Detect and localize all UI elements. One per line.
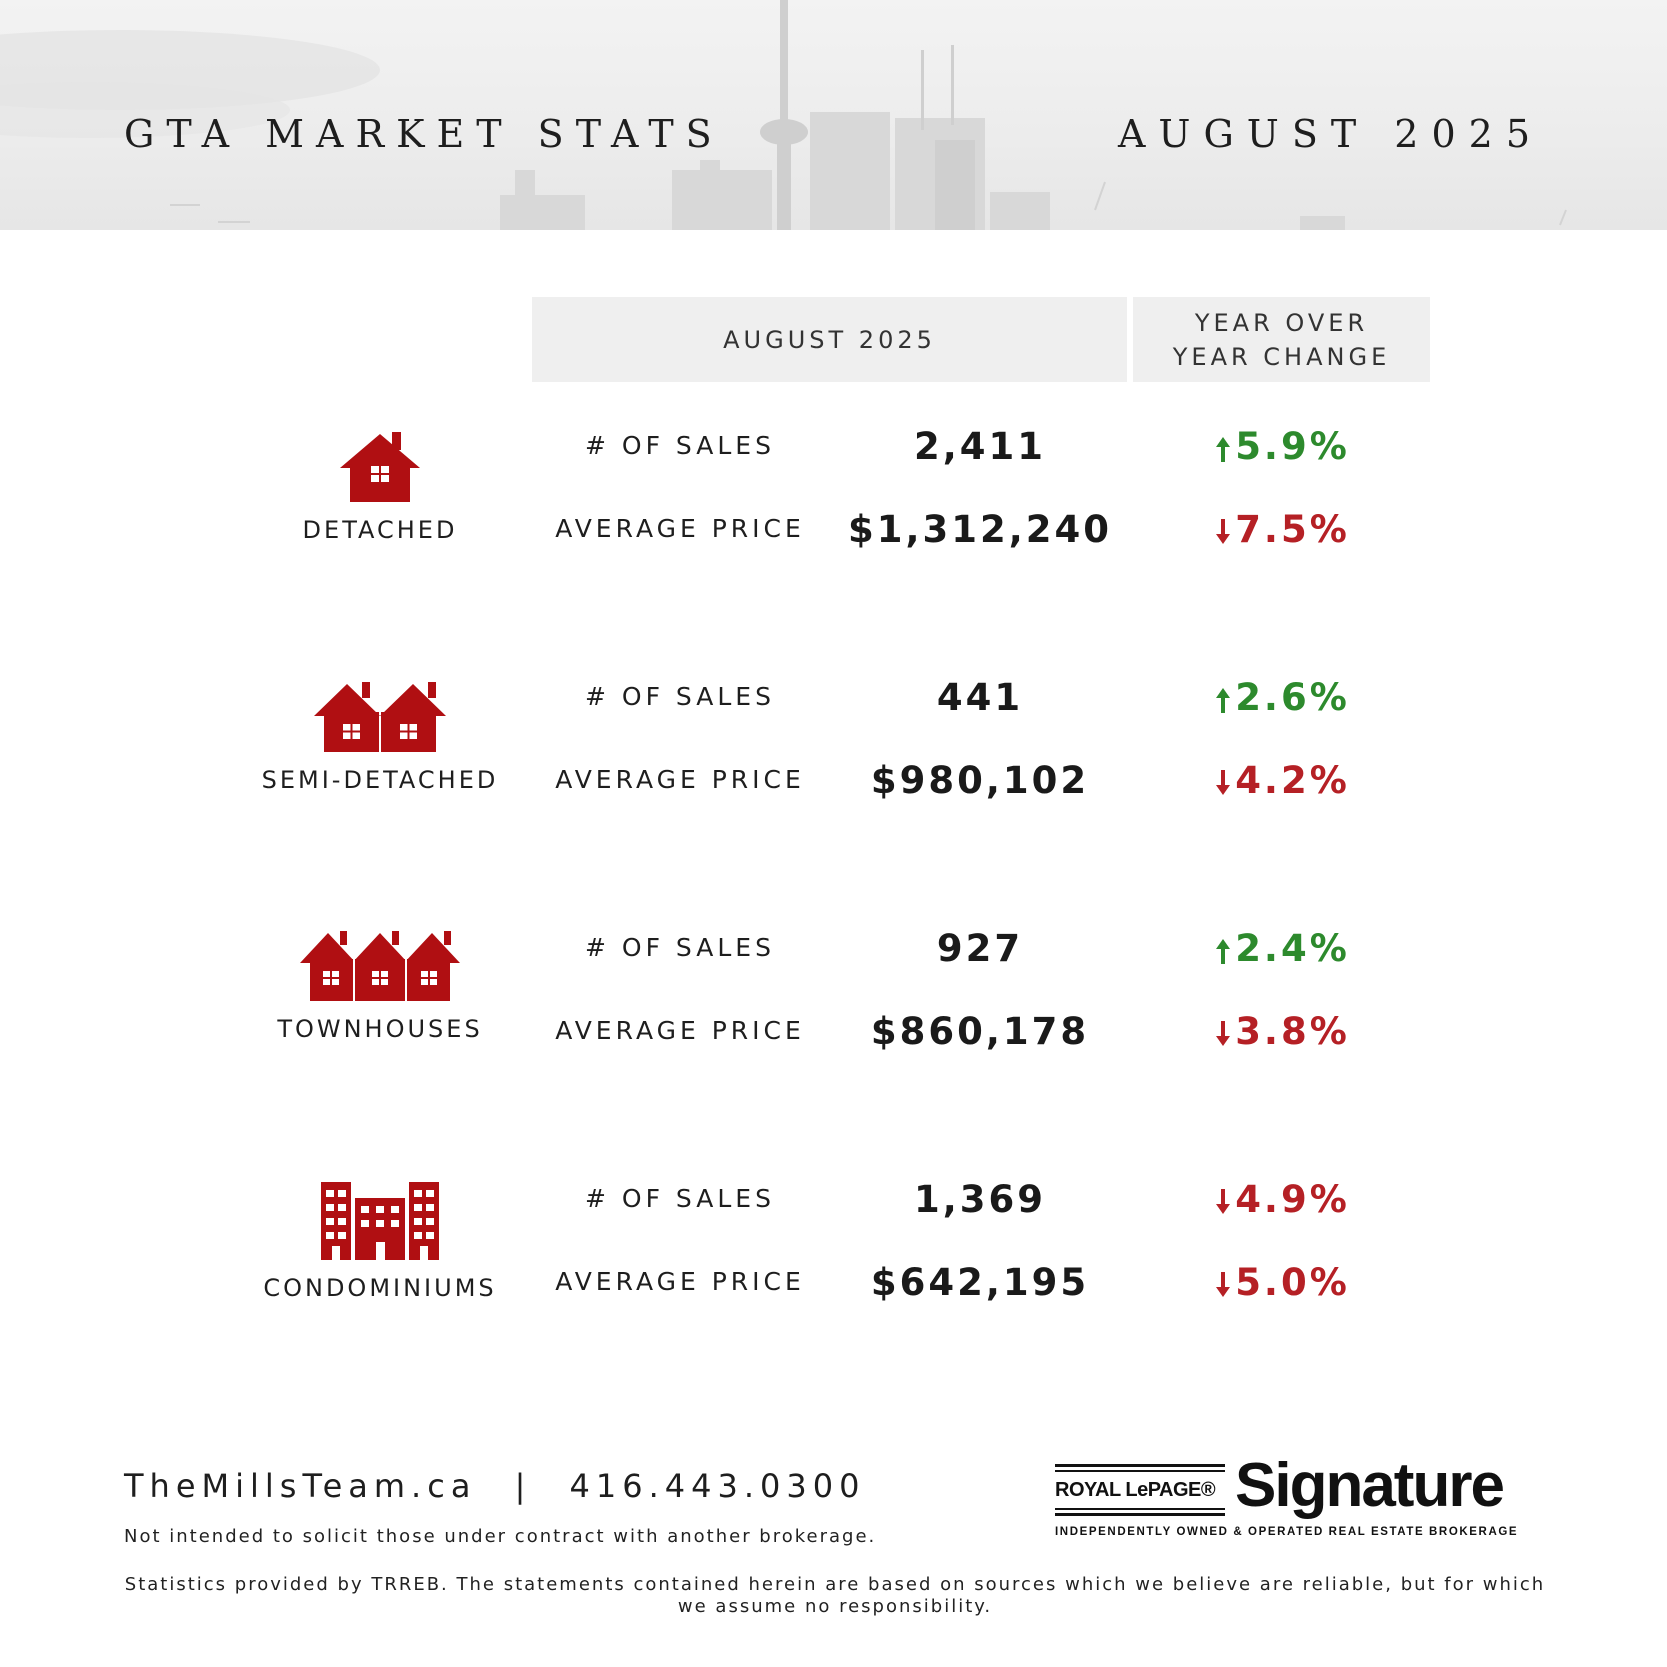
change-value: 4.9% — [1235, 1178, 1350, 1221]
category-label: DETACHED — [302, 516, 458, 544]
price-change: 7.5% — [1150, 508, 1415, 551]
metric-label-sales: # OF SALES — [585, 431, 775, 460]
price-value: $860,178 — [870, 1010, 1090, 1053]
price-value: $642,195 — [870, 1261, 1090, 1304]
category-detached: DETACHED — [230, 430, 530, 544]
metric-label-price: AVERAGE PRICE — [555, 514, 805, 543]
arrow-down-icon — [1216, 769, 1231, 795]
change-value: 3.8% — [1235, 1010, 1350, 1053]
sales-value: 2,411 — [913, 425, 1047, 468]
sales-change: 2.4% — [1150, 927, 1415, 970]
metric-label-price: AVERAGE PRICE — [555, 1016, 805, 1045]
brokerage-note: Not intended to solicit those under cont… — [124, 1526, 877, 1547]
metric-label-sales: # OF SALES — [585, 1184, 775, 1213]
logo-brand: ROYAL LePAGE® — [1055, 1474, 1225, 1506]
contact-line: TheMillsTeam.ca | 416.443.0300 — [124, 1467, 865, 1505]
change-value: 5.0% — [1235, 1261, 1350, 1304]
price-value: $1,312,240 — [847, 508, 1113, 551]
arrow-down-icon — [1216, 1020, 1231, 1046]
arrow-down-icon — [1216, 1271, 1231, 1297]
sales-change: 5.9% — [1150, 425, 1415, 468]
category-condominiums: CONDOMINIUMS — [230, 1182, 530, 1302]
price-change: 3.8% — [1150, 1010, 1415, 1053]
logo-tagline: INDEPENDENTLY OWNED & OPERATED REAL ESTA… — [1055, 1526, 1519, 1538]
price-value: $980,102 — [870, 759, 1090, 802]
page-title: GTA MARKET STATS — [124, 112, 724, 156]
arrow-up-icon — [1216, 938, 1231, 964]
category-label: TOWNHOUSES — [277, 1015, 483, 1043]
price-change: 4.2% — [1150, 759, 1415, 802]
logo-name: Signature — [1235, 1451, 1505, 1520]
change-value: 2.4% — [1235, 927, 1350, 970]
arrow-down-icon — [1216, 1188, 1231, 1214]
separator: | — [514, 1467, 532, 1505]
report-date: AUGUST 2025 — [1117, 112, 1543, 156]
sales-value: 441 — [936, 676, 1024, 719]
metric-label-price: AVERAGE PRICE — [555, 1267, 805, 1296]
townhouses-icon — [300, 931, 460, 1001]
column-header-yoy: YEAR OVER YEAR CHANGE — [1133, 297, 1430, 382]
condo-building-icon — [321, 1182, 439, 1260]
arrow-up-icon — [1216, 687, 1231, 713]
metric-label-price: AVERAGE PRICE — [555, 765, 805, 794]
sales-value: 927 — [936, 927, 1024, 970]
disclaimer-text: Statistics provided by TRREB. The statem… — [124, 1574, 1546, 1617]
column-header-month: AUGUST 2025 — [532, 297, 1127, 382]
arrow-down-icon — [1216, 518, 1231, 544]
sales-change: 2.6% — [1150, 676, 1415, 719]
metric-label-sales: # OF SALES — [585, 933, 775, 962]
category-townhouses: TOWNHOUSES — [230, 931, 530, 1043]
website-link[interactable]: TheMillsTeam.ca — [124, 1467, 477, 1505]
house-icon — [340, 432, 420, 502]
category-label: CONDOMINIUMS — [263, 1274, 497, 1302]
change-value: 5.9% — [1235, 425, 1350, 468]
category-semi-detached: SEMI-DETACHED — [230, 680, 530, 794]
header-banner: GTA MARKET STATS AUGUST 2025 — [0, 0, 1667, 230]
price-change: 5.0% — [1150, 1261, 1415, 1304]
category-label: SEMI-DETACHED — [261, 766, 499, 794]
city-skyline-image — [0, 0, 1567, 230]
sales-change: 4.9% — [1150, 1178, 1415, 1221]
phone-number[interactable]: 416.443.0300 — [569, 1467, 866, 1505]
arrow-up-icon — [1216, 436, 1231, 462]
sales-value: 1,369 — [913, 1178, 1047, 1221]
change-value: 2.6% — [1235, 676, 1350, 719]
change-value: 4.2% — [1235, 759, 1350, 802]
royal-lepage-signature-logo: ROYAL LePAGE® Signature INDEPENDENTLY OW… — [1055, 1451, 1540, 1546]
metric-label-sales: # OF SALES — [585, 682, 775, 711]
semi-detached-houses-icon — [314, 682, 446, 752]
change-value: 7.5% — [1235, 508, 1350, 551]
